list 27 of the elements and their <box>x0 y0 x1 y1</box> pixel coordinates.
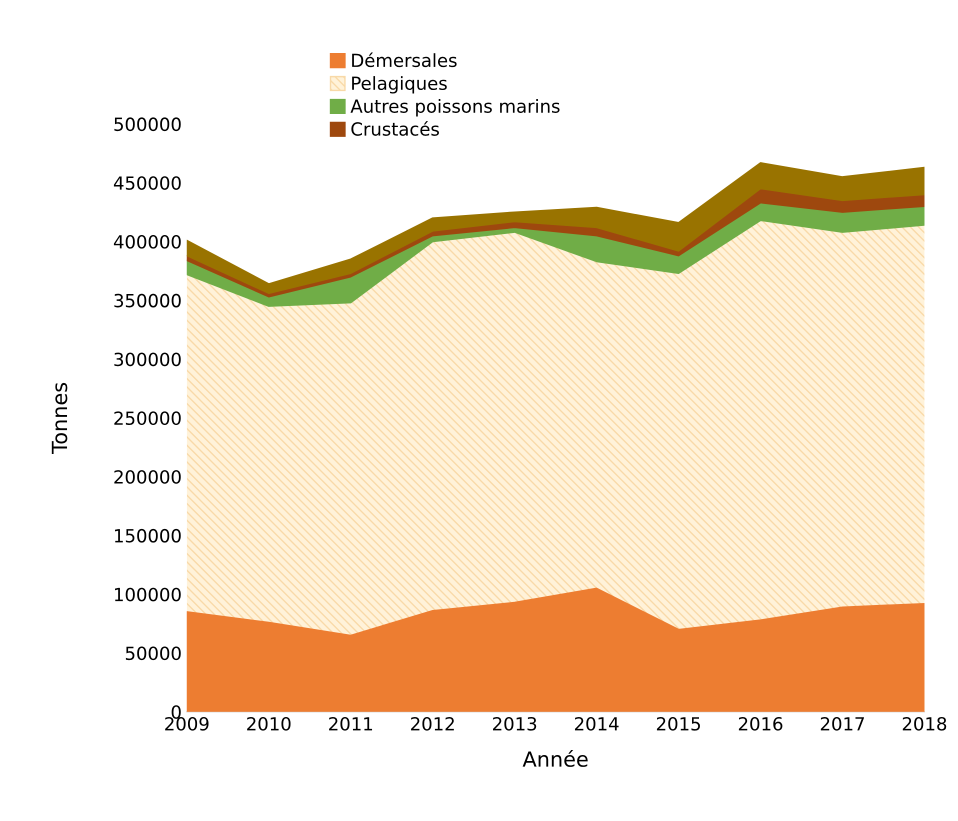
y-axis-title: Tonnes <box>52 382 68 454</box>
legend-label: Autres poissons marins <box>350 98 560 116</box>
x-tick-label: 2010 <box>247 716 291 731</box>
legend-label: Démersales <box>352 52 457 68</box>
y-tick-label: 400000 <box>114 234 181 249</box>
y-tick-label: 0 <box>172 705 181 719</box>
x-tick-label: 2011 <box>329 716 372 731</box>
x-axis-title: Année <box>522 750 588 767</box>
x-tick-label: 2017 <box>820 716 864 731</box>
legend-label: Crustacés <box>351 121 439 136</box>
y-tick-label: 250000 <box>114 411 181 426</box>
legend-label: Pelagiques <box>352 76 447 94</box>
x-tick-label: 2014 <box>574 716 619 731</box>
y-tick-label: 100000 <box>115 588 181 602</box>
y-tick-label: 450000 <box>114 176 181 190</box>
y-tick-label: 350000 <box>114 294 181 308</box>
y-tick-label: 500000 <box>114 117 181 132</box>
y-tick-label: 200000 <box>114 470 181 484</box>
y-tick-label: 300000 <box>114 352 181 366</box>
y-tick-label: 150000 <box>115 528 181 543</box>
x-tick-label: 2015 <box>656 716 700 731</box>
x-tick-label: 2018 <box>902 716 946 731</box>
x-tick-label: 2016 <box>738 716 782 731</box>
x-tick-label: 2009 <box>165 716 209 731</box>
x-tick-label: 2012 <box>411 716 454 731</box>
x-tick-label: 2013 <box>493 716 536 731</box>
y-tick-label: 50000 <box>126 646 181 660</box>
